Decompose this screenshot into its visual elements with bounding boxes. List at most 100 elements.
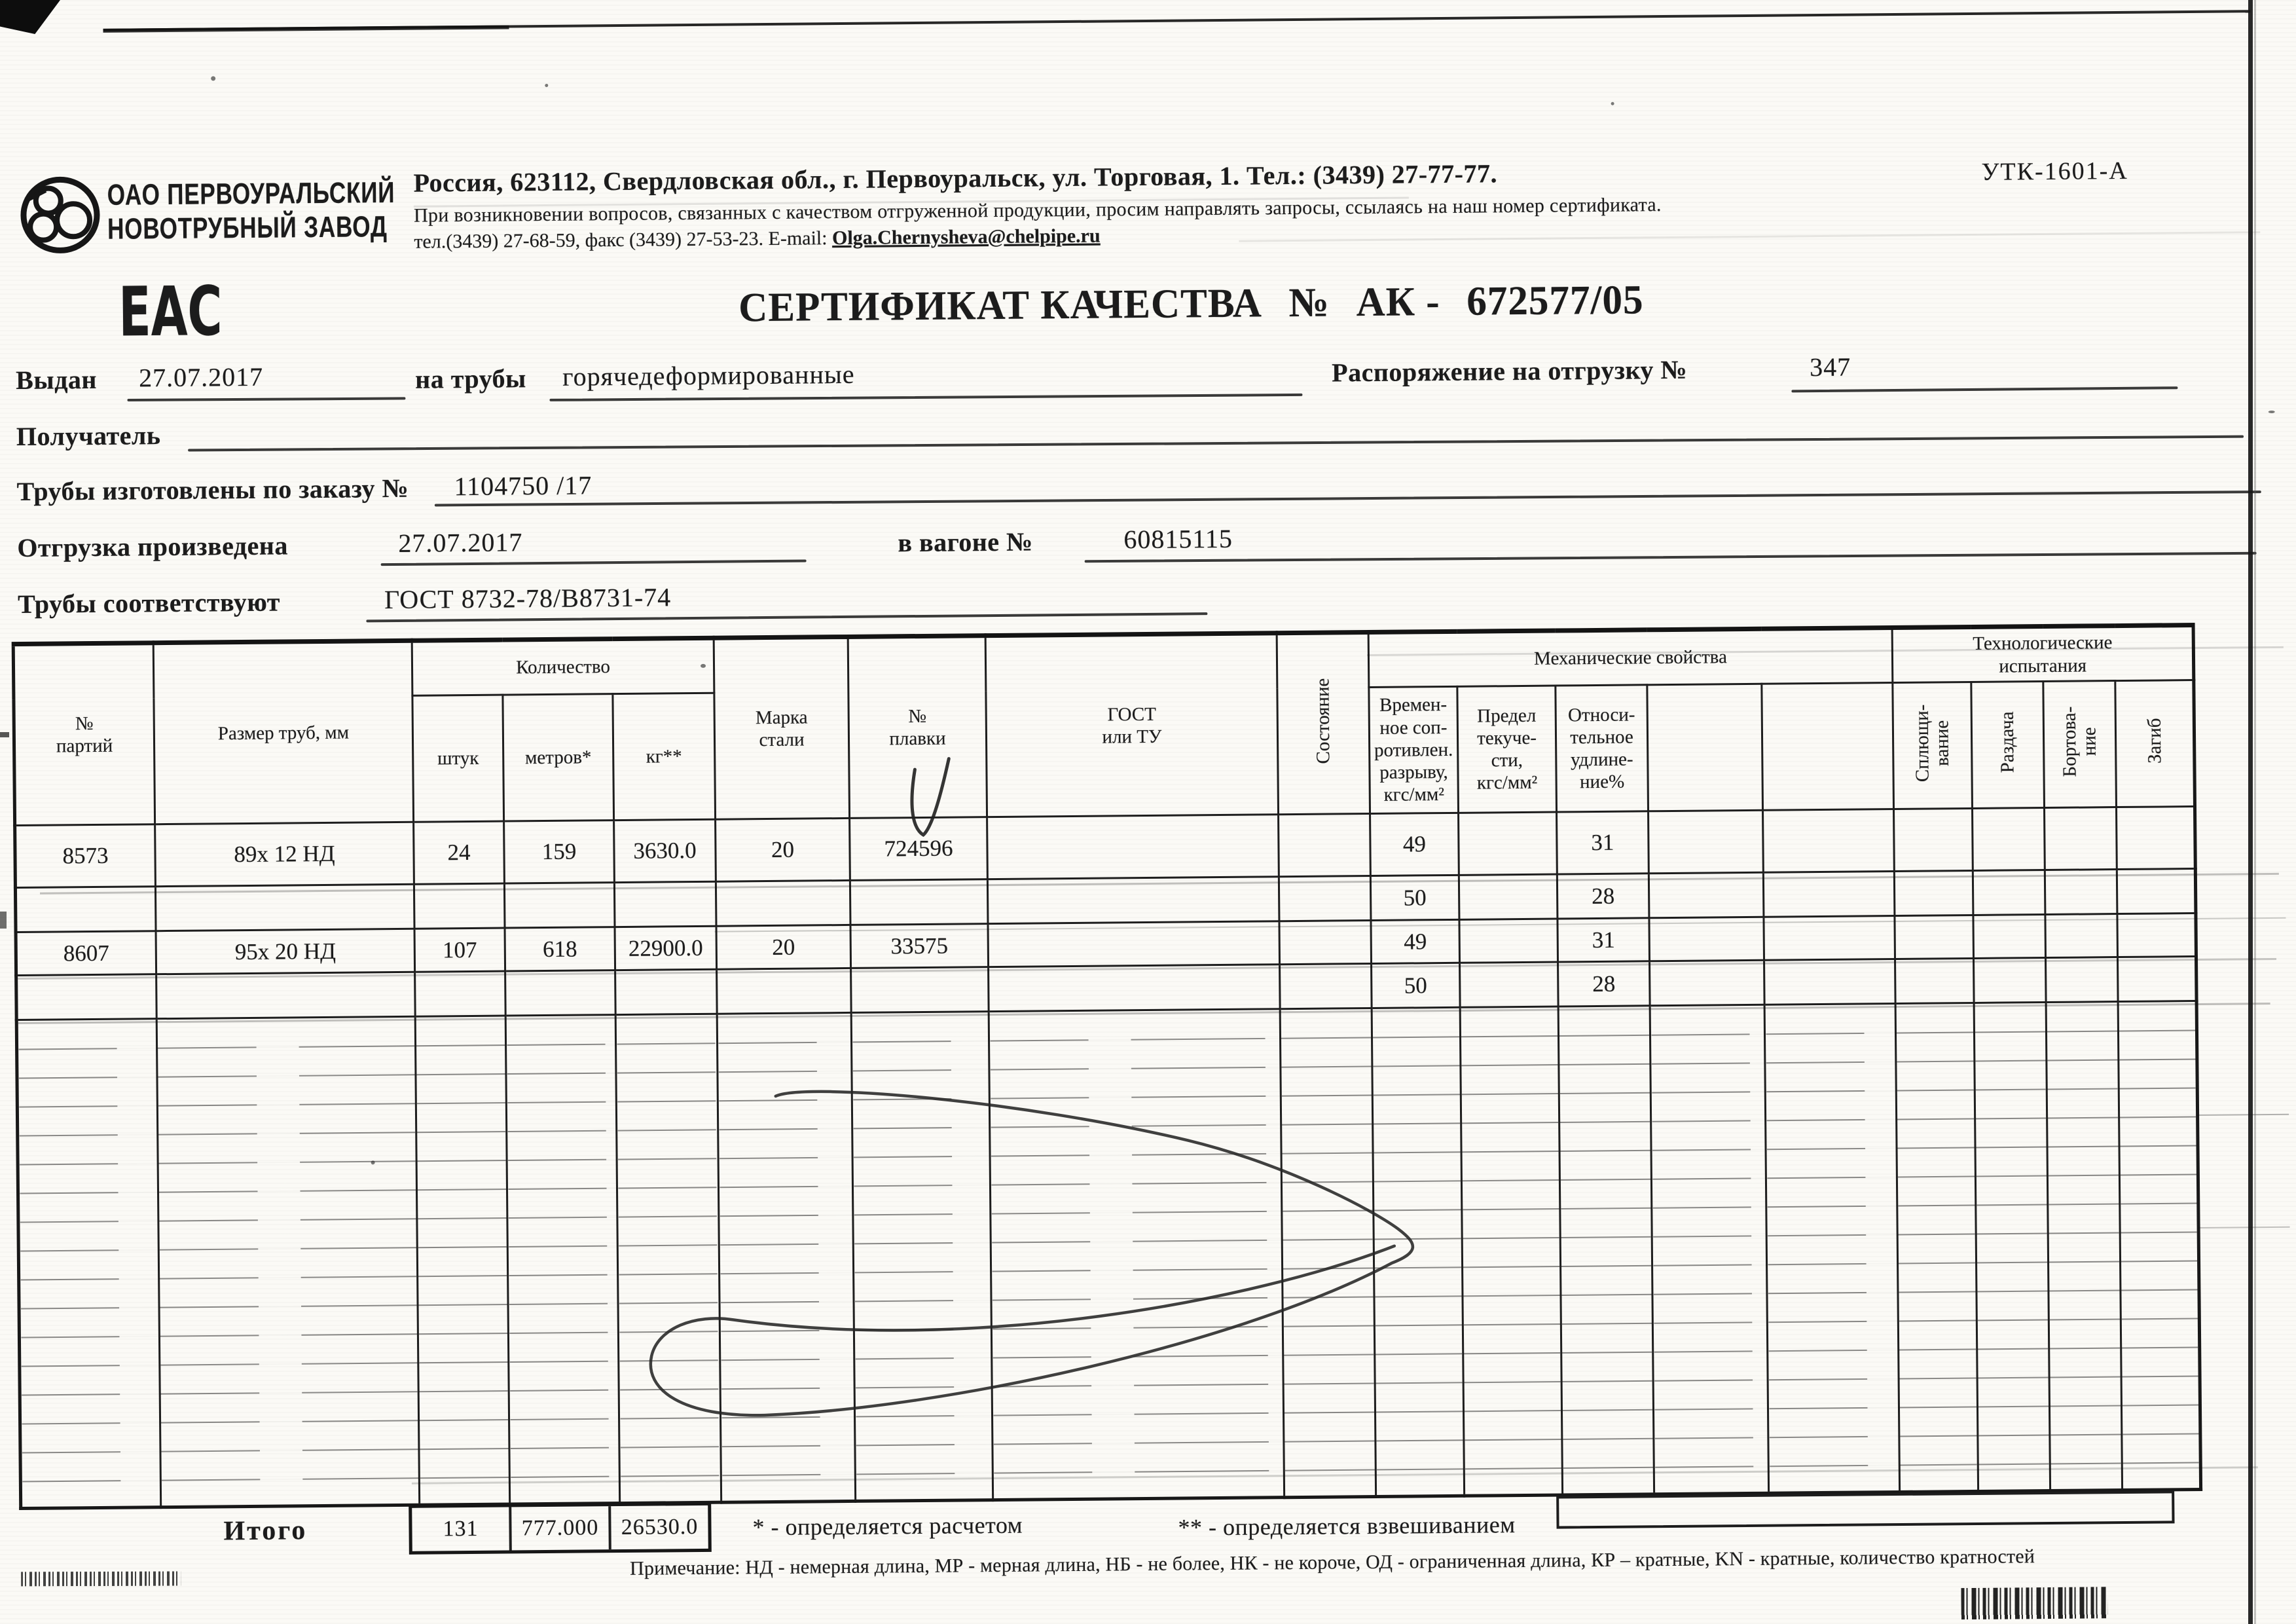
total-meters: 777.000 (511, 1506, 611, 1551)
cell-tensile: 49 (1370, 813, 1459, 876)
wagon-underline (1084, 551, 2257, 563)
shipped-value: 27.07.2017 (398, 527, 523, 558)
issued-value: 27.07.2017 (138, 361, 264, 393)
company-contacts-prefix: тел.(3439) 27-68-59, факс (3439) 27-53-2… (414, 227, 833, 253)
footnote-double-star: ** - определяется взвешиванием (1178, 1511, 1516, 1541)
document-title-label: СЕРТИФИКАТ КАЧЕСТВА (738, 280, 1263, 331)
cell-state (1278, 813, 1371, 877)
receiver-underline (188, 435, 2244, 452)
col-header-state: Состояние (1277, 632, 1370, 815)
company-name: ОАО ПЕРВОУРАЛЬСКИЙ НОВОТРУБНЫЙ ЗАВОД (107, 175, 395, 246)
mini-barcode (21, 1571, 181, 1587)
total-pieces: 131 (412, 1507, 512, 1551)
col-header-tensile: Времен- ное соп- ротивлен. разрыву, кгс/… (1368, 686, 1459, 814)
cell-size: 95х 20 НД (156, 929, 415, 974)
col-group-mechanical: Механические свойства (1368, 627, 1893, 688)
company-email-link[interactable]: Olga.Chernysheva@chelpipe.ru (831, 225, 1101, 249)
col-header-blank-2 (1761, 682, 1894, 811)
wagon-label: в вагоне № (898, 526, 1033, 558)
total-label: Итого (223, 1515, 308, 1547)
cell-size: 89х 12 НД (155, 822, 414, 887)
legend-note: Примечание: НД - немерная длина, МР - ме… (629, 1545, 2035, 1579)
col-header-gost: ГОСТ или ТУ (985, 633, 1279, 817)
col-header-blank-1 (1647, 684, 1763, 811)
order-value: 1104750 /17 (454, 470, 592, 502)
expansion-vertical-label: Раздача (1997, 711, 2018, 773)
order-underline (434, 490, 2261, 507)
company-address: Россия, 623112, Свердловская обл., г. Пе… (413, 158, 1498, 198)
shipping-order-value: 347 (1809, 352, 1851, 382)
cell-pieces: 107 (414, 928, 505, 972)
cell-yield (1458, 812, 1558, 876)
shipping-order-underline (1791, 386, 2178, 393)
cell-flattening (1893, 808, 1973, 872)
col-header-yield: Предел текуче- сти, кгс/мм² (1457, 686, 1557, 813)
table-bottom-right-extension-box (1556, 1490, 2175, 1529)
document-title: СЕРТИФИКАТ КАЧЕСТВА № АК - 672577/05 (738, 276, 1644, 331)
dust-speck (2268, 410, 2275, 414)
scan-top-edge-line-thick (103, 25, 509, 33)
col-header-flanging: Бортова- ние (2043, 680, 2117, 808)
col-group-technological: Технологические испытания (1892, 625, 2194, 683)
cell-tensile: 50 (1371, 963, 1461, 1008)
table-empty-ruled-area (16, 1001, 2201, 1509)
col-header-kg: кг** (612, 693, 716, 821)
col-group-quantity: Количество (412, 638, 714, 696)
scan-right-edge-shadow (2254, 0, 2256, 1624)
conform-label: Трубы соответствуют (17, 587, 281, 619)
company-name-line2: НОВОТРУБНЫЙ ЗАВОД (107, 210, 388, 246)
cell-meters: 618 (505, 927, 615, 972)
state-vertical-label: Состояние (1312, 678, 1334, 765)
cell-pieces: 24 (413, 821, 505, 885)
col-header-expansion: Раздача (1971, 681, 2045, 809)
scan-left-edge-tick (0, 732, 9, 737)
issued-label: Выдан (15, 364, 98, 396)
col-header-pieces: штук (412, 695, 504, 822)
shipping-order-label: Распоряжение на отгрузку № (1331, 354, 1688, 388)
pipes-underline (549, 393, 1303, 401)
dust-speck (211, 76, 216, 81)
company-logo-icon (20, 176, 100, 253)
col-header-flattening: Сплющи- вание (1892, 682, 1973, 809)
dust-speck (701, 663, 706, 668)
cell-elongation: 31 (1556, 811, 1649, 875)
form-code: УТК-1601-А (1981, 157, 2128, 186)
scan-right-edge-line (2248, 0, 2253, 1624)
order-label: Трубы изготовлены по заказу № (16, 473, 409, 507)
cell-elongation: 28 (1558, 961, 1650, 1007)
wagon-value: 60815115 (1123, 523, 1233, 555)
dust-speck (371, 1160, 375, 1165)
col-header-bending: Загиб (2115, 680, 2195, 807)
flattening-vertical-label: Сплющи- вание (1911, 704, 1953, 782)
cell-meters: 159 (503, 820, 615, 884)
col-header-steel-grade: Марка стали (714, 637, 850, 820)
scan-streak (2198, 1226, 2290, 1228)
flanging-vertical-label: Бортова- ние (2058, 706, 2100, 777)
conform-value: ГОСТ 8732-78/В8731-74 (384, 582, 672, 615)
receiver-label: Получатель (16, 420, 161, 452)
barcode (1961, 1587, 2108, 1620)
scan-left-edge-tick (0, 912, 7, 929)
pipes-value: горячедеформированные (562, 359, 855, 392)
eac-mark: ЕАС (118, 271, 223, 352)
dust-speck (1611, 101, 1614, 105)
cell-kg: 3630.0 (613, 819, 716, 883)
bending-vertical-label: Загиб (2143, 718, 2166, 764)
total-kg: 26530.0 (621, 1515, 699, 1540)
cell-batch: 8607 (16, 931, 156, 976)
shipped-label: Отгрузка произведена (17, 530, 289, 563)
cell-flanging (2044, 807, 2117, 870)
pipes-label: на трубы (414, 363, 526, 394)
cell-bending (2116, 806, 2196, 870)
footnote-star: * - определяется расчетом (752, 1511, 1023, 1541)
col-header-melt-number: № плавки (848, 635, 987, 819)
dust-speck (545, 83, 549, 87)
shipped-underline (380, 559, 807, 566)
document-title-number: 672577/05 (1466, 276, 1644, 324)
company-name-line1: ОАО ПЕРВОУРАЛЬСКИЙ (107, 175, 395, 212)
cell-steel: 20 (715, 818, 850, 882)
col-header-elongation: Относи- тельное удлине- ние% (1555, 684, 1649, 813)
cell-expansion (1972, 807, 2045, 871)
